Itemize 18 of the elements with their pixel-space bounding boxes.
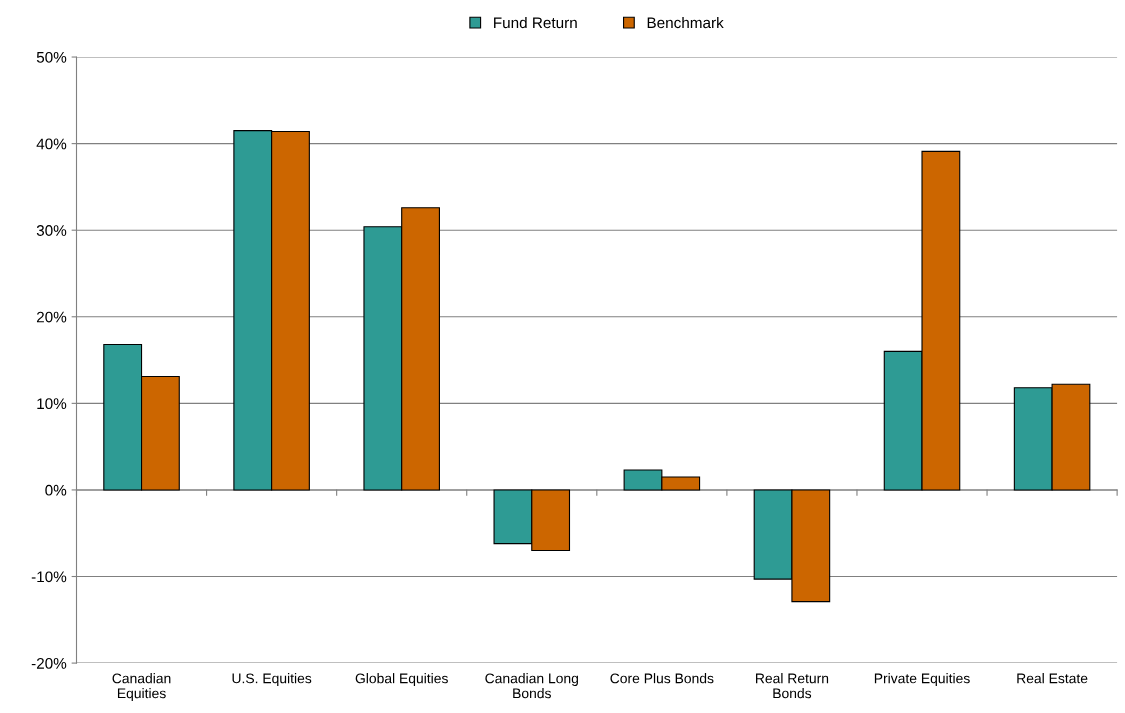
- y-tick-label: 30%: [36, 225, 67, 236]
- y-tick-label: 20%: [36, 311, 67, 323]
- x-tick-label: U.S. Equities: [232, 673, 312, 687]
- x-tick-label: Canadian Equities: [112, 673, 171, 701]
- x-tick-label: Core Plus Bonds: [610, 673, 714, 684]
- x-tick-label: Real Return Bonds: [756, 673, 829, 699]
- y-tick-label: 40%: [36, 138, 67, 150]
- y-tick-label: 0%: [45, 484, 67, 496]
- legend-label: Benchmark: [647, 16, 724, 29]
- x-tick-label: Canadian Long Bonds: [485, 673, 578, 699]
- x-tick-label: Private Equities: [874, 673, 970, 687]
- y-tick-label: -10%: [31, 571, 67, 583]
- y-tick-label: 10%: [37, 398, 67, 410]
- x-tick-label: Real Estate: [1017, 673, 1088, 684]
- y-tick-label: 50%: [36, 51, 67, 63]
- x-tick-label: Global Equities: [355, 673, 448, 687]
- legend-label: Fund Return: [494, 16, 577, 29]
- y-tick-label: -20%: [31, 657, 67, 669]
